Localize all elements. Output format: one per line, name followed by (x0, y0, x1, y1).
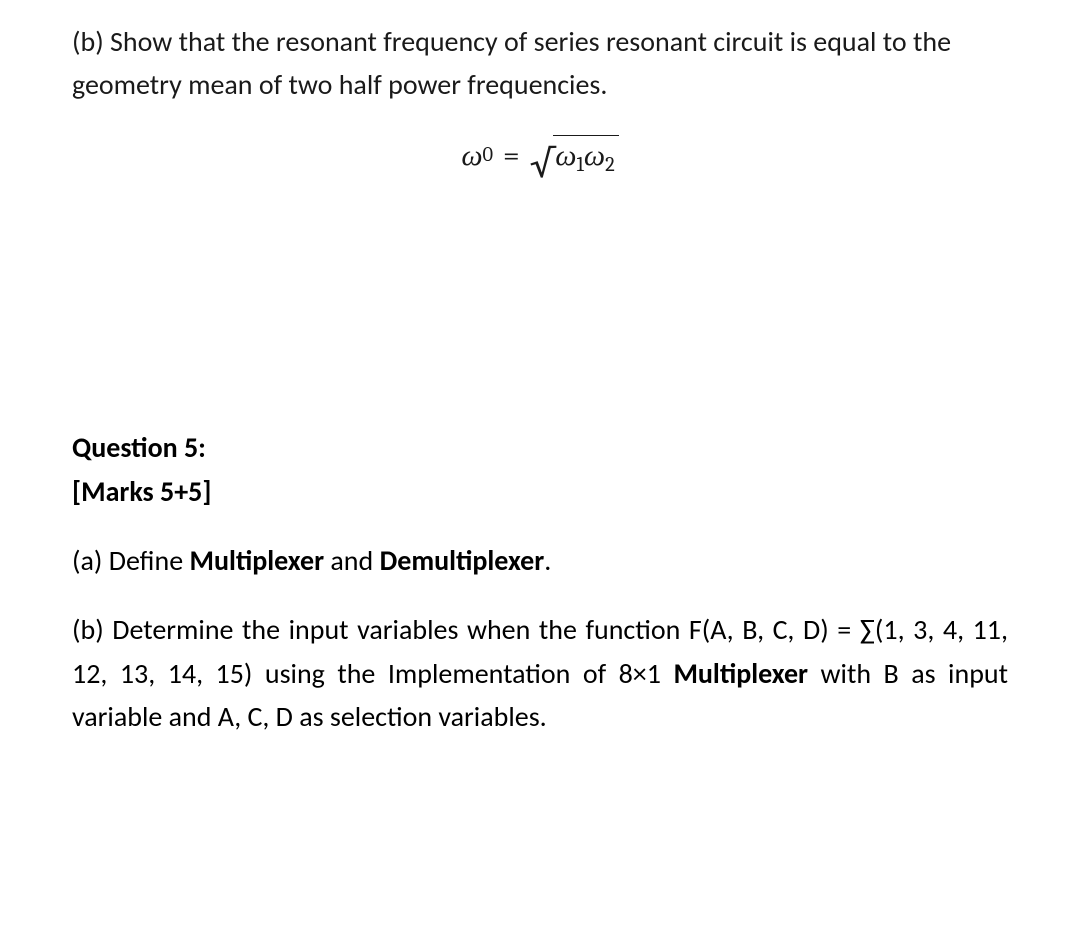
question5-marks: [Marks 5+5] (72, 471, 1008, 513)
resonance-equation: ω0 = √ ω1ω2 (461, 135, 618, 177)
part-a-bold-multiplexer: Multiplexer (189, 543, 324, 578)
subscript-2: 2 (605, 154, 615, 177)
exam-page: (b) Show that the resonant frequency of … (0, 0, 1080, 778)
part-a-and: and (330, 543, 373, 578)
equals-sign: = (503, 138, 520, 173)
part-a-tail: . (544, 543, 551, 578)
equation-block: ω0 = √ ω1ω2 (72, 135, 1008, 177)
question5-part-b: (b) Determine the input variables when t… (72, 608, 1008, 738)
radicand: ω1ω2 (553, 135, 618, 177)
square-root: √ ω1ω2 (530, 135, 619, 177)
omega-1: ω (555, 138, 576, 173)
subscript-0: 0 (483, 144, 494, 167)
radical-icon: √ (530, 148, 556, 179)
question5-part-a: (a) Define Multiplexer and Demultiplexer… (72, 539, 1008, 582)
question4-part-b: (b) Show that the resonant frequency of … (72, 20, 1008, 107)
part-b-label: (b) (72, 24, 104, 59)
part-a-bold-demultiplexer: Demultiplexer (380, 543, 545, 578)
omega-symbol: ω (461, 138, 482, 173)
omega-2: ω (584, 138, 605, 173)
part-a-label: (a) (72, 543, 102, 578)
part-b2-label: (b) (72, 612, 104, 647)
part-a-lead: Define (109, 543, 183, 578)
subscript-1: 1 (576, 154, 583, 177)
part-b-text: Show that the resonant frequency of seri… (72, 24, 951, 102)
question5-heading: Question 5: (72, 427, 1008, 469)
part-b2-bold-multiplexer: Multiplexer (673, 656, 808, 691)
